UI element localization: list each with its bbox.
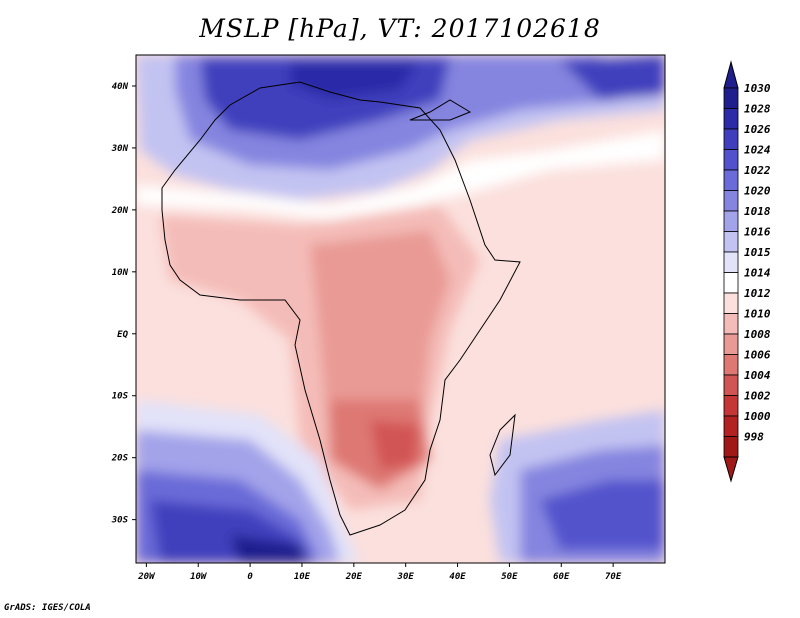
- colorbar-swatch: [723, 415, 739, 437]
- colorbar-level-label: 1026: [744, 123, 771, 136]
- colorbar-level-label: 1018: [744, 205, 771, 218]
- africa-coastline: [161, 81, 521, 536]
- colorbar-level-label: 1008: [744, 328, 771, 341]
- colorbar-swatch: [723, 108, 739, 130]
- colorbar-swatch: [723, 231, 739, 253]
- colorbar-level-label: 1016: [744, 226, 771, 239]
- lon-tick-label: 20W: [137, 572, 156, 582]
- map-frame: [135, 54, 666, 564]
- colorbar-swatch: [723, 251, 739, 273]
- lon-tick-label: 0: [247, 572, 253, 582]
- lon-tick-label: 30E: [397, 572, 415, 582]
- colorbar-top-arrow: [723, 60, 739, 89]
- colorbar-level-label: 998: [744, 431, 764, 444]
- lon-tick-label: 60E: [553, 572, 570, 582]
- colorbar-level-label: 1000: [744, 410, 771, 423]
- colorbar-level-label: 1006: [744, 349, 771, 362]
- colorbar-level-label: 1022: [744, 164, 771, 177]
- colorbar-swatch: [723, 272, 739, 294]
- grads-credit: GrADS: IGES/COLA: [4, 603, 91, 613]
- lon-tick-label: 20E: [345, 572, 363, 582]
- lat-tick-label: 20N: [111, 206, 129, 216]
- pressure-field: [136, 55, 665, 563]
- lat-tick-label: 30N: [111, 144, 129, 154]
- colorbar-bottom-arrow: [723, 456, 739, 483]
- plot-title: MSLP [hPa], VT: 2017102618: [199, 14, 601, 43]
- lon-tick-label: 10W: [190, 572, 208, 582]
- colorbar-swatch: [723, 149, 739, 171]
- lat-tick-label: 40N: [112, 82, 129, 92]
- lat-tick-label: 10N: [112, 268, 129, 278]
- colorbar-level-label: 1002: [744, 390, 771, 403]
- colorbar-level-label: 1020: [744, 185, 771, 198]
- lat-tick-label: 30S: [111, 516, 129, 526]
- colorbar-level-label: 1015: [744, 246, 771, 259]
- colorbar-level-label: 1028: [744, 103, 771, 116]
- lat-tick-label: 20S: [111, 454, 129, 464]
- lat-tick-label: EQ: [117, 330, 128, 340]
- colorbar-swatch: [723, 87, 739, 109]
- colorbar-swatch: [723, 436, 739, 458]
- colorbar-level-label: 1010: [744, 308, 771, 321]
- colorbar-swatch: [723, 210, 739, 232]
- colorbar-level-label: 1012: [744, 287, 771, 300]
- map-figure: 20W 10W 0 10E 20E 30E 40E 50E 60E 70E 40N 30N 20N 10…: [111, 54, 771, 582]
- colorbar-level-label: 1030: [744, 82, 771, 95]
- colorbar-swatch: [723, 354, 739, 376]
- colorbar-level-label: 1004: [744, 369, 771, 382]
- lat-tick-label: 10S: [112, 392, 129, 402]
- lon-tick-label: 10E: [294, 572, 311, 582]
- colorbar-swatch: [723, 395, 739, 417]
- colorbar-swatch: [723, 190, 739, 212]
- colorbar-level-label: 1024: [744, 144, 771, 157]
- colorbar-swatch: [723, 374, 739, 396]
- colorbar-level-label: 1014: [744, 267, 771, 280]
- lon-tick-label: 40E: [449, 572, 466, 582]
- colorbar-swatch: [723, 313, 739, 335]
- lon-tick-label: 70E: [605, 572, 622, 582]
- colorbar-swatch: [723, 169, 739, 191]
- lon-tick-label: 50E: [501, 572, 518, 582]
- colorbar-swatch: [723, 333, 739, 355]
- colorbar: 1030 1028 1026 1024 1022 1020 1018 1016 1015 1014…: [723, 60, 771, 483]
- colorbar-swatch: [723, 292, 739, 314]
- colorbar-swatch: [723, 128, 739, 150]
